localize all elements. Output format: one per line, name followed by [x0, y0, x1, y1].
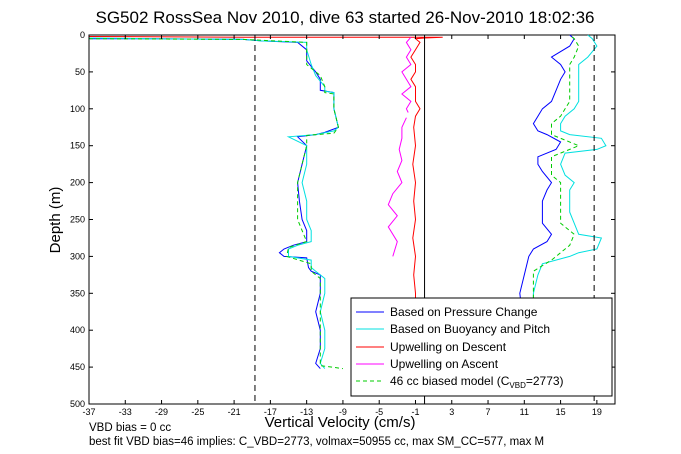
y-axis-ticks: 0 50 100 150 200 250 300 350 400 450 500	[70, 30, 615, 409]
x-tick-label: -21	[228, 407, 241, 417]
y-tick-label: 200	[70, 178, 85, 188]
series-line-46-cc-biased-model-c-vbd-2773-ascent	[532, 34, 581, 369]
y-tick-label: 50	[75, 67, 85, 77]
legend-entry-pressure: Based on Pressure Change	[356, 305, 538, 319]
y-axis-label: Depth (m)	[47, 187, 64, 254]
y-tick-label: 300	[70, 251, 85, 261]
x-tick-label: -37	[82, 407, 95, 417]
legend-label-buoyancy: Based on Buoyancy and Pitch	[390, 322, 550, 336]
x-tick-label: -13	[300, 407, 313, 417]
x-tick-label: 7	[486, 407, 491, 417]
legend-entry-upwelling-ascent: Upwelling on Ascent	[356, 357, 499, 371]
x-tick-label: 19	[592, 407, 602, 417]
x-tick-label: -9	[339, 407, 347, 417]
series-line-46-cc-biased-model-c-vbd-2773-descent	[88, 38, 343, 370]
series-line-upwelling-on-descent-descent	[88, 36, 443, 301]
x-tick-label: 11	[520, 407, 529, 417]
y-tick-label: 400	[70, 325, 85, 335]
legend: Based on Pressure Change Based on Buoyan…	[350, 297, 613, 397]
legend-entry-upwelling-descent: Upwelling on Descent	[356, 340, 507, 354]
series-line-based-on-pressure-change-ascent	[519, 34, 575, 369]
series-line-based-on-buoyancy-and-pitch-descent	[88, 37, 339, 369]
legend-label-biased-model: 46 cc biased model (CVBD=2773)	[390, 374, 564, 390]
y-tick-label: 0	[80, 30, 85, 40]
y-tick-label: 100	[70, 104, 85, 114]
series-layer	[88, 34, 607, 370]
x-tick-label: -5	[375, 407, 383, 417]
y-tick-label: 350	[70, 288, 85, 298]
chart-title: SG502 RossSea Nov 2010, dive 63 started …	[96, 8, 595, 27]
x-tick-label: -25	[191, 407, 204, 417]
series-line-upwelling-on-ascent-ascent-deep	[387, 117, 407, 257]
legend-label-biased-model-sub: VBD	[509, 381, 526, 390]
legend-label-biased-model-main: 46 cc biased model (C	[390, 374, 510, 388]
legend-label-biased-model-tail: =2773)	[526, 374, 564, 388]
x-tick-label: -33	[119, 407, 132, 417]
legend-box	[350, 297, 613, 397]
y-tick-label: 450	[70, 362, 85, 372]
series-line-upwelling-on-ascent-ascent	[401, 36, 412, 113]
legend-label-upwelling-ascent: Upwelling on Ascent	[390, 357, 499, 371]
x-tick-label: 3	[449, 407, 454, 417]
x-tick-label: -17	[264, 407, 277, 417]
x-axis-ticks: -37 -33 -29 -25 -21 -17 -13 -9 -5 -1 3 7 11 15 19	[82, 35, 602, 417]
legend-entry-biased-model: 46 cc biased model (CVBD=2773)	[356, 374, 564, 390]
y-tick-label: 500	[70, 399, 85, 409]
x-axis-label: Vertical Velocity (cm/s)	[265, 414, 416, 431]
legend-label-upwelling-descent: Upwelling on Descent	[390, 340, 507, 354]
series-line-based-on-buoyancy-and-pitch-ascent	[532, 34, 607, 369]
y-tick-label: 250	[70, 215, 85, 225]
footer-line-2: best fit VBD bias=46 implies: C_VBD=2773…	[89, 436, 544, 448]
x-tick-label: -1	[411, 407, 419, 417]
footer-line-1: VBD bias = 0 cc	[89, 422, 171, 434]
legend-label-pressure: Based on Pressure Change	[390, 305, 538, 319]
x-tick-label: 15	[556, 407, 566, 417]
x-tick-label: -29	[155, 407, 168, 417]
y-tick-label: 150	[70, 141, 85, 151]
legend-entry-buoyancy: Based on Buoyancy and Pitch	[356, 322, 550, 336]
